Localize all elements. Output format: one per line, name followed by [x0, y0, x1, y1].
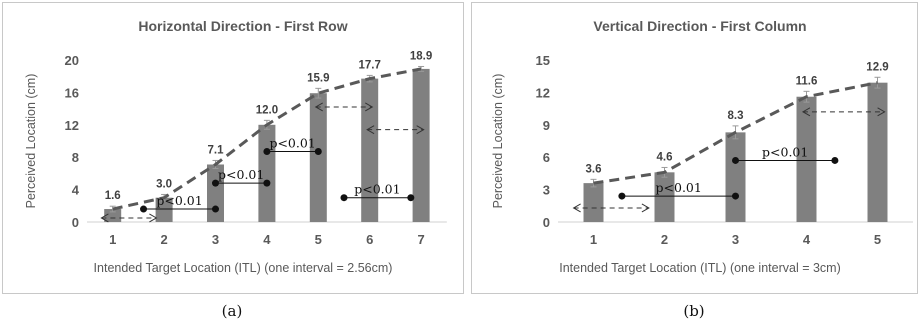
x-tick-label: 2 [160, 232, 167, 247]
range-arrow-head [314, 102, 323, 112]
data-label: 8.3 [728, 110, 744, 122]
x-tick-label: 5 [874, 232, 881, 247]
caption-a: (a) [221, 302, 243, 320]
chart-panel-vertical: Vertical Direction - First Column Perceiv… [471, 2, 918, 294]
significance-label: p<0.01 [762, 144, 808, 159]
chart-title: Horizontal Direction - First Row [138, 18, 347, 34]
x-tick-label: 6 [366, 232, 373, 247]
data-label: 17.7 [359, 59, 381, 71]
data-label: 3.6 [586, 163, 602, 175]
x-tick-label: 5 [315, 232, 322, 247]
y-tick-label: 3 [543, 183, 550, 198]
x-tick-label: 1 [109, 232, 116, 247]
x-tick-label: 7 [417, 232, 424, 247]
significance-dot [263, 179, 271, 187]
y-tick-label: 12 [536, 85, 550, 100]
x-tick-label: 3 [732, 232, 739, 247]
y-tick-label: 9 [543, 118, 550, 133]
y-tick-label: 15 [536, 53, 550, 68]
bar [207, 164, 224, 222]
data-label: 15.9 [307, 72, 329, 84]
range-arrow-head [877, 107, 886, 117]
significance-dot [212, 205, 219, 213]
significance-label: p<0.01 [656, 180, 702, 195]
y-tick-label: 20 [65, 53, 79, 68]
x-tick-label: 4 [803, 232, 811, 247]
range-arrow-head [641, 203, 650, 213]
y-axis-label: Perceived Location (cm) [491, 74, 505, 209]
data-label: 12.9 [866, 61, 888, 73]
chart-title: Vertical Direction - First Column [593, 18, 806, 34]
x-tick-label: 2 [661, 232, 668, 247]
bar [796, 96, 817, 222]
y-tick-label: 4 [72, 183, 80, 198]
bar [654, 172, 675, 222]
y-tick-label: 16 [65, 85, 79, 100]
range-arrow-head [365, 102, 374, 112]
x-tick-label: 4 [263, 232, 271, 247]
significance-dot [732, 156, 739, 164]
x-tick-label: 3 [212, 232, 219, 247]
trend-line [593, 81, 878, 185]
significance-label: p<0.01 [269, 136, 315, 151]
significance-label: p<0.01 [218, 167, 264, 182]
significance-dot [212, 179, 219, 187]
chart-horizontal: Horizontal Direction - First Row Perceive… [24, 18, 447, 275]
bar [725, 132, 746, 222]
y-tick-label: 6 [543, 150, 550, 165]
range-arrow-head [572, 203, 581, 213]
data-label: 1.6 [105, 190, 121, 202]
range-arrow-head [149, 213, 158, 223]
significance-dot [831, 156, 839, 164]
data-label: 12.0 [256, 104, 278, 116]
data-label: 7.1 [208, 144, 225, 156]
data-label: 18.9 [410, 50, 432, 62]
chart-vertical: Vertical Direction - First Column Perceiv… [491, 18, 913, 275]
data-label: 4.6 [657, 151, 673, 163]
bar [867, 82, 888, 223]
x-tick-label: 1 [590, 232, 597, 247]
caption-b: (b) [683, 302, 705, 320]
significance-dot [140, 205, 148, 213]
data-label: 11.6 [796, 75, 818, 87]
significance-dot [732, 192, 739, 200]
chart-panel-horizontal: Horizontal Direction - First Row Perceive… [2, 2, 464, 294]
significance-dot [340, 194, 348, 202]
significance-dot [314, 148, 322, 156]
x-axis-label: Intended Target Location (ITL) (one inte… [559, 261, 841, 275]
significance-dot [407, 194, 415, 202]
significance-dot [618, 192, 626, 200]
range-arrow-head [416, 125, 425, 135]
bar [155, 197, 173, 222]
bar [361, 78, 379, 222]
significance-dot [263, 148, 271, 156]
significance-label: p<0.01 [156, 193, 202, 208]
bar [104, 209, 122, 222]
y-tick-label: 0 [72, 215, 79, 230]
range-arrow-head [366, 125, 375, 135]
data-label: 3.0 [156, 178, 172, 190]
bar [583, 183, 604, 222]
x-axis-label: Intended Target Location (ITL) (one inte… [94, 261, 393, 275]
range-arrow-head [801, 107, 811, 117]
range-arrow-head [100, 213, 109, 223]
y-tick-label: 8 [72, 150, 79, 165]
bar [412, 68, 430, 222]
significance-label: p<0.01 [354, 182, 400, 197]
y-axis-label: Perceived Location (cm) [24, 74, 38, 209]
bar [258, 124, 276, 222]
y-tick-label: 0 [543, 215, 550, 230]
trend-line [112, 67, 422, 211]
bar [309, 93, 327, 223]
y-tick-label: 12 [65, 118, 79, 133]
